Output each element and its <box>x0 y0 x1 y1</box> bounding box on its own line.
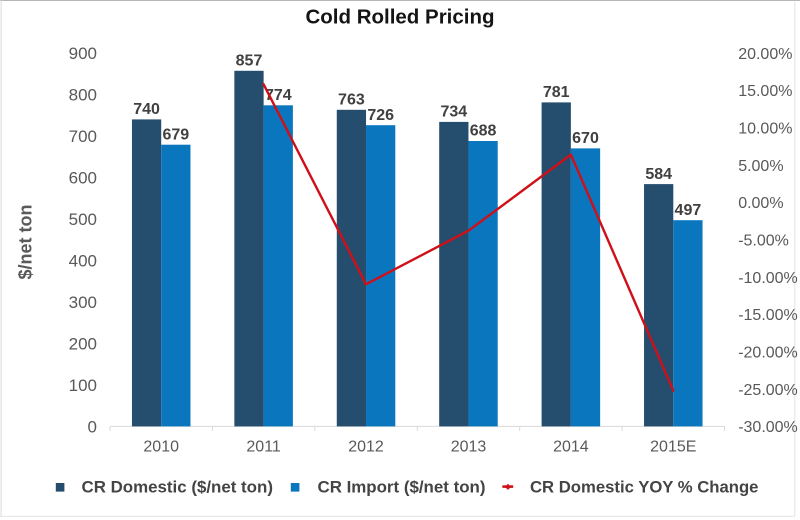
svg-text:20.00%: 20.00% <box>738 46 792 63</box>
svg-text:400: 400 <box>69 252 97 271</box>
svg-text:-25.00%: -25.00% <box>738 382 798 399</box>
svg-text:679: 679 <box>162 126 189 143</box>
svg-text:670: 670 <box>572 130 599 147</box>
svg-text:584: 584 <box>645 166 672 183</box>
svg-text:-15.00%: -15.00% <box>738 307 798 324</box>
svg-text:Cold Rolled Pricing: Cold Rolled Pricing <box>305 5 494 28</box>
svg-text:900: 900 <box>69 44 97 63</box>
svg-text:726: 726 <box>367 107 394 124</box>
svg-text:2010: 2010 <box>143 439 179 456</box>
svg-text:763: 763 <box>338 92 365 109</box>
svg-text:0: 0 <box>88 418 97 437</box>
svg-text:734: 734 <box>440 104 467 121</box>
svg-text:740: 740 <box>133 101 160 118</box>
svg-text:600: 600 <box>69 169 97 188</box>
svg-text:CR Import ($/net ton): CR Import ($/net ton) <box>318 477 486 496</box>
svg-text:-20.00%: -20.00% <box>738 345 798 362</box>
svg-text:-5.00%: -5.00% <box>738 233 789 250</box>
svg-text:CR Domestic YOY % Change: CR Domestic YOY % Change <box>530 477 758 496</box>
svg-text:-30.00%: -30.00% <box>738 419 798 436</box>
svg-text:688: 688 <box>470 123 497 140</box>
svg-text:-10.00%: -10.00% <box>738 270 798 287</box>
svg-text:857: 857 <box>236 53 263 70</box>
svg-text:800: 800 <box>69 86 97 105</box>
svg-text:500: 500 <box>69 210 97 229</box>
svg-text:497: 497 <box>675 202 702 219</box>
svg-text:10.00%: 10.00% <box>738 121 792 138</box>
svg-text:200: 200 <box>69 335 97 354</box>
svg-text:2011: 2011 <box>246 439 281 456</box>
svg-text:700: 700 <box>69 127 97 146</box>
svg-text:5.00%: 5.00% <box>738 158 783 175</box>
svg-text:300: 300 <box>69 293 97 312</box>
svg-text:2014: 2014 <box>553 439 589 456</box>
svg-text:15.00%: 15.00% <box>738 83 792 100</box>
svg-text:2012: 2012 <box>348 439 384 456</box>
svg-text:2013: 2013 <box>451 439 487 456</box>
svg-text:100: 100 <box>69 376 97 395</box>
svg-text:2015E: 2015E <box>650 439 696 456</box>
svg-text:781: 781 <box>543 84 570 101</box>
svg-text:CR Domestic ($/net ton): CR Domestic ($/net ton) <box>82 477 273 496</box>
svg-text:$/net ton: $/net ton <box>15 205 35 280</box>
svg-text:0.00%: 0.00% <box>738 195 783 212</box>
